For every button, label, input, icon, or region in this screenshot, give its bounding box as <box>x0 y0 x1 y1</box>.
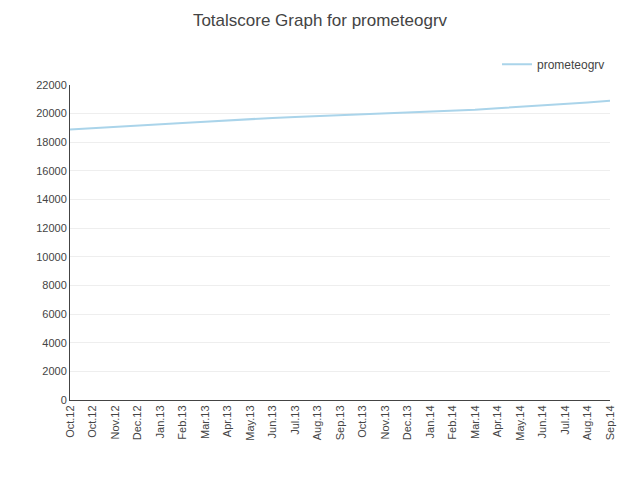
svg-text:prometeogrv: prometeogrv <box>537 58 604 72</box>
svg-text:Jun.13: Jun.13 <box>266 405 278 438</box>
svg-text:Nov.12: Nov.12 <box>109 405 121 439</box>
svg-text:22000: 22000 <box>36 79 67 91</box>
svg-text:16000: 16000 <box>36 165 67 177</box>
svg-text:Aug.13: Aug.13 <box>311 405 323 440</box>
svg-text:Aug.14: Aug.14 <box>581 405 593 440</box>
svg-text:6000: 6000 <box>42 308 66 320</box>
svg-text:14000: 14000 <box>36 193 67 205</box>
svg-text:Apr.13: Apr.13 <box>221 405 233 437</box>
svg-text:May.13: May.13 <box>244 405 256 440</box>
svg-text:18000: 18000 <box>36 136 67 148</box>
svg-text:Feb.14: Feb.14 <box>446 405 458 439</box>
svg-text:Apr.14: Apr.14 <box>491 405 503 437</box>
svg-text:Jan.13: Jan.13 <box>154 405 166 438</box>
svg-text:12000: 12000 <box>36 222 67 234</box>
svg-text:Totalscore Graph for prometeog: Totalscore Graph for prometeogrv <box>193 11 448 30</box>
svg-text:20000: 20000 <box>36 107 67 119</box>
svg-text:0: 0 <box>61 394 67 406</box>
svg-text:8000: 8000 <box>42 279 66 291</box>
svg-text:4000: 4000 <box>42 337 66 349</box>
svg-text:Oct.12: Oct.12 <box>64 405 76 437</box>
svg-text:Mar.13: Mar.13 <box>199 405 211 439</box>
svg-text:Dec.13: Dec.13 <box>401 405 413 440</box>
svg-text:Jul.13: Jul.13 <box>289 405 301 434</box>
svg-text:Nov.13: Nov.13 <box>379 405 391 439</box>
svg-text:Jul.14: Jul.14 <box>559 405 571 434</box>
svg-text:Dec.12: Dec.12 <box>131 405 143 440</box>
svg-text:Jan.14: Jan.14 <box>424 405 436 438</box>
svg-text:Oct.12: Oct.12 <box>86 405 98 437</box>
svg-text:10000: 10000 <box>36 251 67 263</box>
svg-text:Mar.14: Mar.14 <box>469 405 481 439</box>
svg-text:Feb.13: Feb.13 <box>176 405 188 439</box>
svg-text:Oct.13: Oct.13 <box>356 405 368 437</box>
svg-text:May.14: May.14 <box>514 405 526 440</box>
svg-text:Sep.14: Sep.14 <box>604 405 616 440</box>
svg-text:2000: 2000 <box>42 365 66 377</box>
svg-text:Sep.13: Sep.13 <box>334 405 346 440</box>
svg-text:Jun.14: Jun.14 <box>536 405 548 438</box>
